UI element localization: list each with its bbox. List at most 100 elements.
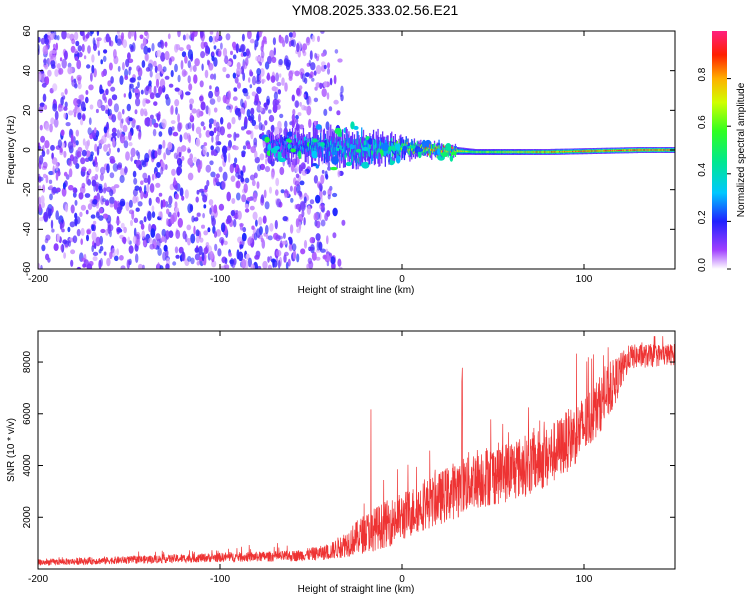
noise-cell bbox=[111, 127, 117, 134]
noise-cell bbox=[70, 259, 74, 267]
signal-cell bbox=[364, 140, 366, 145]
signal-cell bbox=[446, 149, 448, 154]
noise-cell bbox=[327, 166, 332, 171]
noise-cell bbox=[92, 256, 98, 262]
noise-cell bbox=[255, 79, 262, 85]
signal-cell bbox=[339, 152, 341, 168]
noise-cell bbox=[57, 107, 64, 112]
noise-cell bbox=[101, 70, 105, 78]
noise-cell bbox=[38, 176, 44, 182]
noise-cell bbox=[264, 166, 271, 173]
noise-cell bbox=[87, 127, 92, 135]
noise-cell bbox=[88, 84, 94, 91]
noise-cell bbox=[292, 39, 296, 48]
signal-cell bbox=[491, 151, 493, 153]
noise-cell bbox=[279, 240, 283, 249]
noise-cell bbox=[303, 239, 308, 249]
signal-cell bbox=[554, 151, 556, 153]
noise-cell bbox=[158, 144, 163, 150]
noise-cell bbox=[183, 70, 188, 76]
noise-cell bbox=[148, 86, 152, 95]
noise-cell bbox=[177, 113, 181, 123]
noise-cell bbox=[243, 90, 249, 97]
noise-cell bbox=[140, 89, 144, 95]
noise-cell bbox=[137, 67, 143, 77]
noise-cell bbox=[100, 104, 106, 112]
noise-cell bbox=[53, 118, 59, 128]
signal-cell bbox=[492, 151, 494, 153]
signal-cell bbox=[453, 146, 455, 153]
signal-cell bbox=[400, 146, 402, 150]
noise-cell bbox=[289, 185, 293, 192]
signal-cell bbox=[614, 149, 617, 152]
signal-cell bbox=[628, 149, 630, 151]
noise-cell bbox=[310, 244, 315, 254]
noise-cell bbox=[270, 75, 276, 83]
signal-blob bbox=[264, 136, 270, 143]
signal-cell bbox=[381, 153, 383, 158]
noise-cell bbox=[233, 219, 237, 228]
signal-cell bbox=[271, 138, 273, 150]
noise-cell bbox=[216, 126, 222, 133]
noise-cell bbox=[277, 89, 281, 95]
noise-cell bbox=[187, 157, 193, 166]
noise-cell bbox=[145, 85, 150, 92]
noise-cell bbox=[80, 101, 86, 112]
signal-cell bbox=[442, 148, 444, 153]
noise-cell bbox=[68, 159, 73, 167]
signal-cell bbox=[372, 139, 375, 144]
noise-cell bbox=[259, 106, 263, 112]
noise-cell bbox=[82, 138, 86, 146]
noise-cell bbox=[336, 110, 341, 116]
signal-cell bbox=[406, 138, 408, 145]
noise-cell bbox=[159, 78, 166, 89]
signal-cell bbox=[533, 151, 535, 153]
signal-cell bbox=[373, 138, 376, 149]
signal-cell bbox=[330, 140, 332, 146]
signal-cell bbox=[327, 142, 329, 152]
signal-cell bbox=[556, 151, 558, 153]
signal-cell bbox=[402, 143, 404, 146]
noise-cell bbox=[256, 86, 262, 95]
signal-cell bbox=[530, 151, 532, 153]
signal-cell bbox=[314, 127, 316, 142]
noise-cell bbox=[236, 66, 242, 75]
noise-cell bbox=[328, 106, 333, 112]
signal-cell bbox=[303, 145, 305, 154]
noise-cell bbox=[100, 59, 103, 65]
noise-cell bbox=[142, 172, 148, 180]
noise-cell bbox=[110, 86, 116, 92]
noise-cell bbox=[215, 146, 221, 154]
noise-cell bbox=[292, 249, 297, 260]
noise-cell bbox=[113, 103, 119, 113]
noise-cell bbox=[100, 166, 106, 175]
signal-cell bbox=[484, 151, 487, 153]
signal-cell bbox=[305, 135, 307, 140]
noise-cell bbox=[313, 212, 318, 221]
noise-cell bbox=[155, 78, 160, 88]
signal-cell bbox=[292, 139, 295, 143]
signal-cell bbox=[282, 141, 285, 150]
noise-cell bbox=[332, 207, 338, 217]
signal-cell bbox=[528, 151, 530, 153]
noise-cell bbox=[264, 120, 268, 126]
noise-cell bbox=[254, 124, 259, 130]
noise-cell bbox=[105, 33, 110, 43]
noise-cell bbox=[216, 31, 220, 40]
noise-cell bbox=[272, 104, 278, 114]
signal-cell bbox=[372, 150, 374, 156]
signal-cell bbox=[372, 129, 375, 145]
signal-cell bbox=[639, 149, 641, 151]
signal-cell bbox=[462, 150, 464, 153]
noise-cell bbox=[81, 43, 85, 53]
signal-cell bbox=[456, 150, 458, 152]
signal-cell bbox=[564, 151, 567, 153]
noise-cell bbox=[252, 75, 257, 86]
noise-cell bbox=[277, 120, 282, 130]
noise-cell bbox=[143, 184, 147, 195]
signal-cell bbox=[570, 150, 572, 153]
noise-cell bbox=[140, 190, 144, 200]
signal-cell bbox=[372, 151, 374, 161]
noise-cell bbox=[106, 257, 111, 267]
